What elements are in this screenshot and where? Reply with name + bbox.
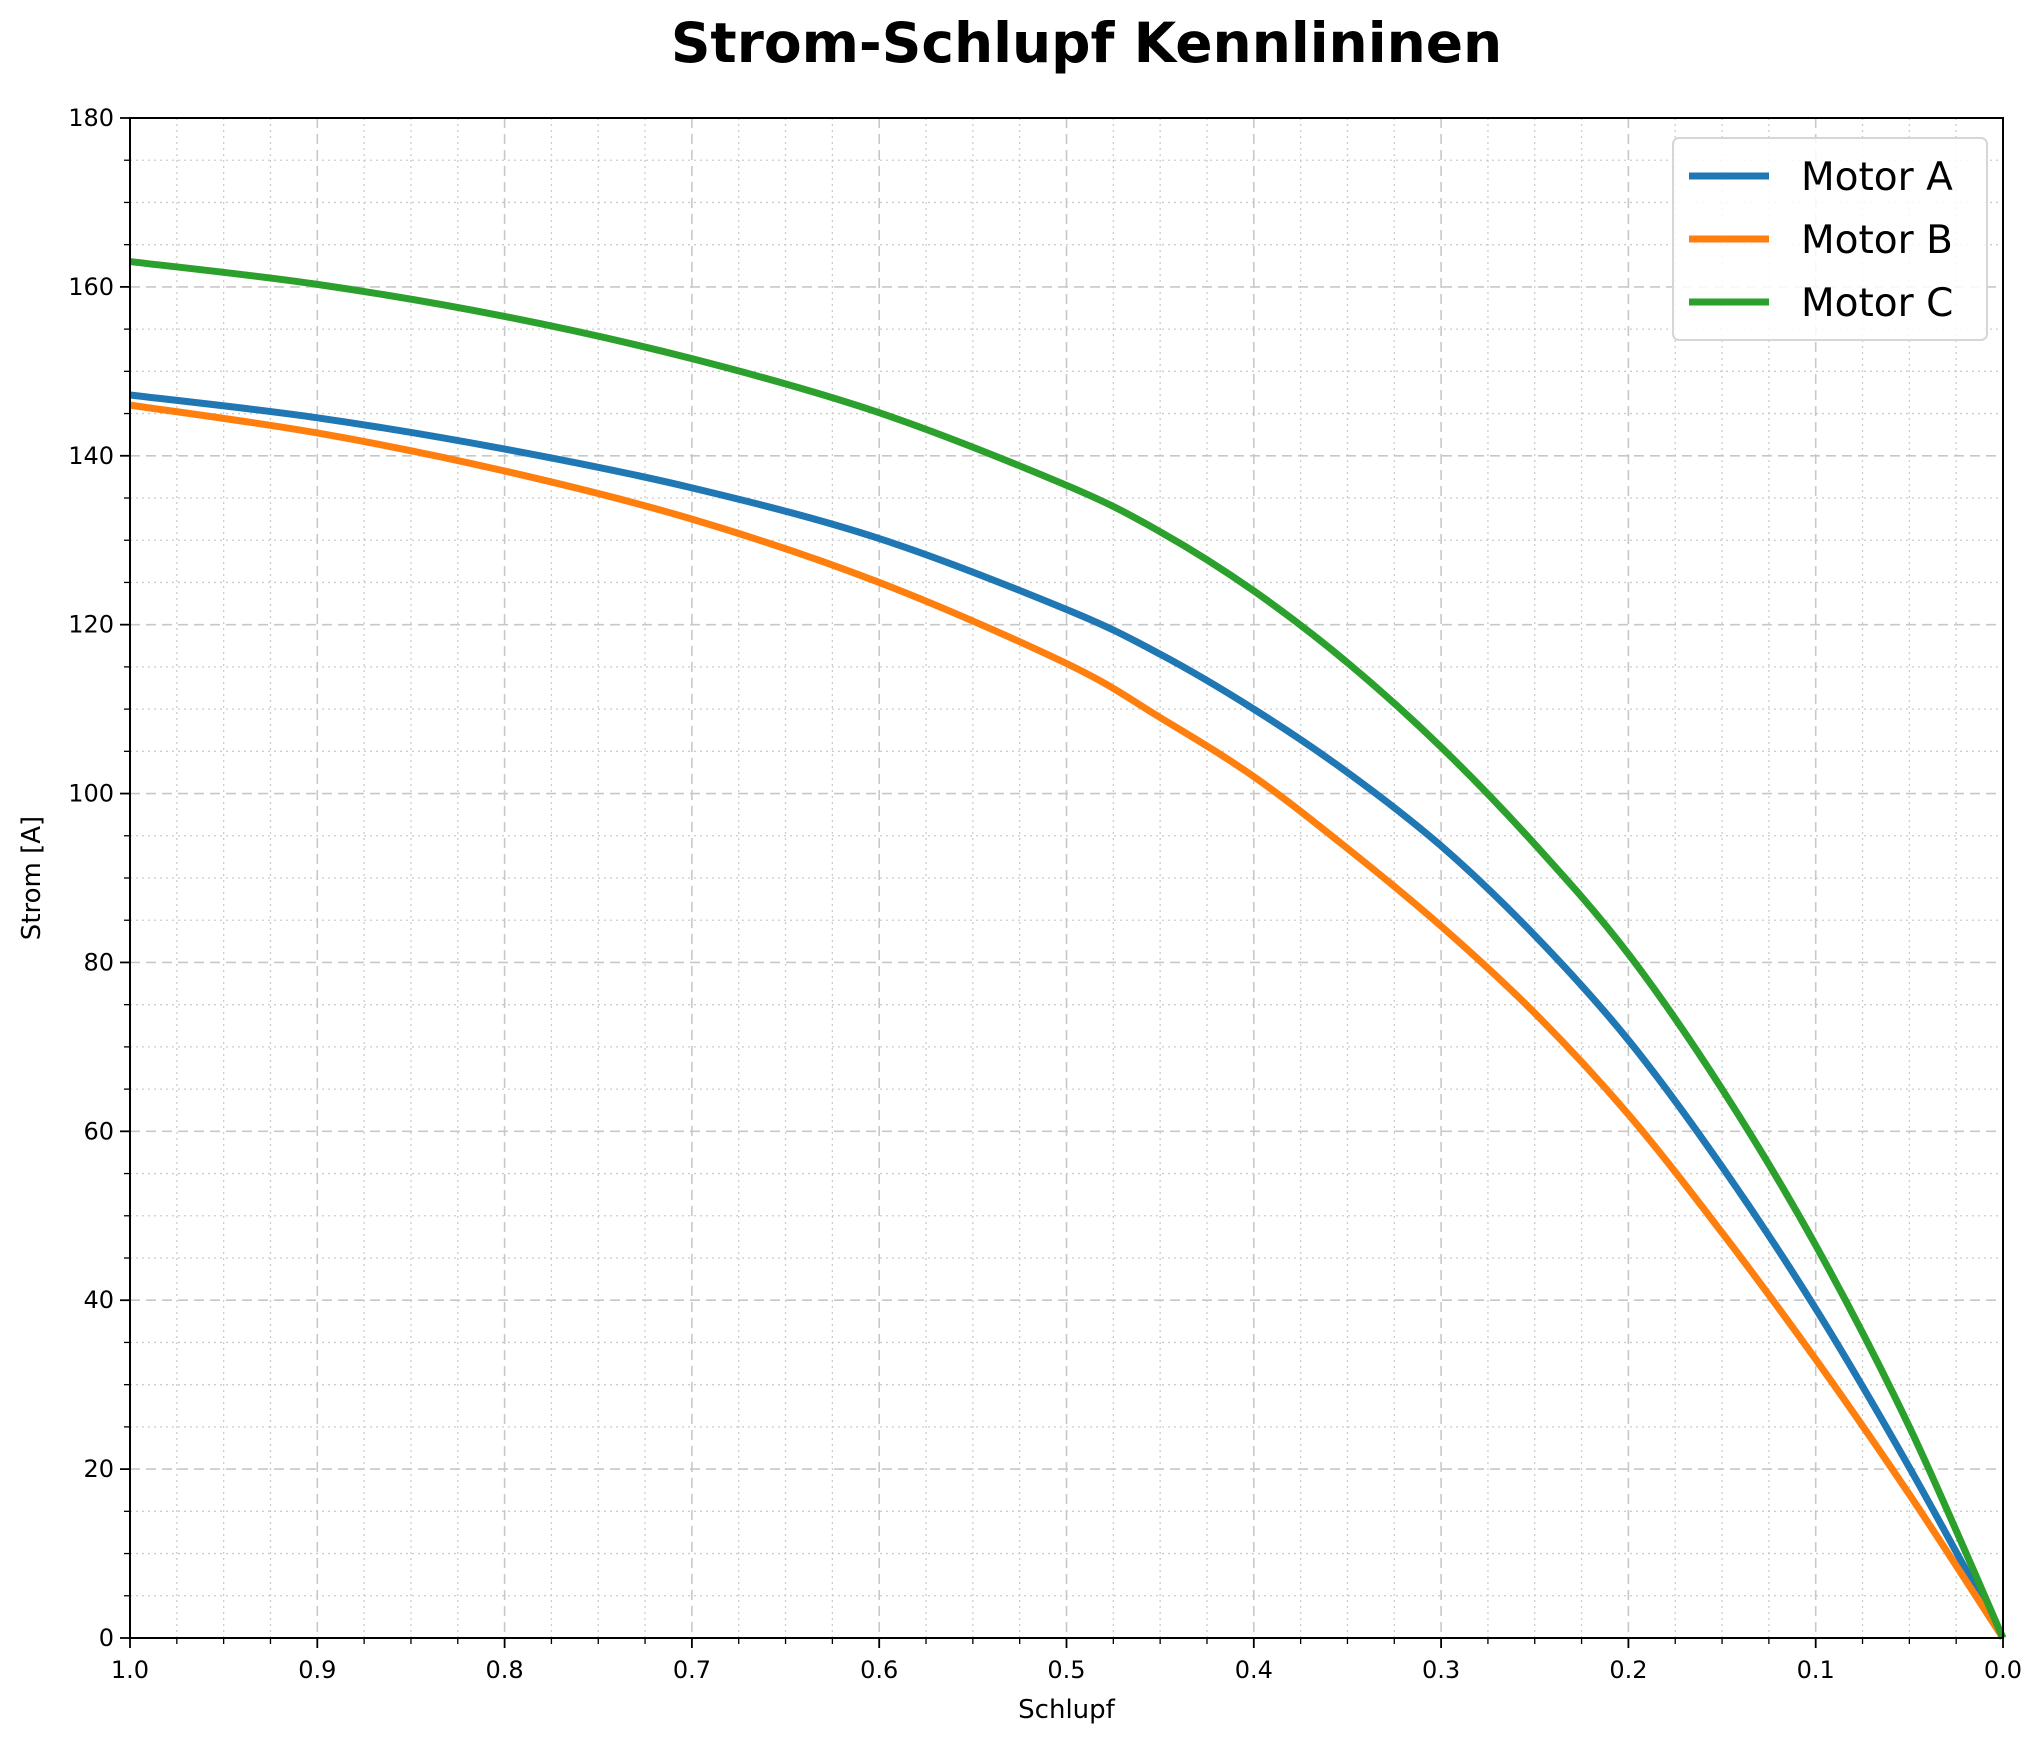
x-tick-label: 0.7 <box>673 1656 711 1684</box>
x-axis-label: Schlupf <box>1018 1695 1115 1725</box>
legend: Motor A Motor B Motor C <box>1672 137 1988 341</box>
x-tick-label: 0.6 <box>860 1656 898 1684</box>
x-tick-label: 0.5 <box>1047 1656 1085 1684</box>
series-line-3 <box>129 258 2007 1640</box>
x-tick-label: 0.1 <box>1797 1656 1835 1684</box>
chart-title: Strom-Schlupf Kennlininen <box>671 11 1502 75</box>
plot-frame <box>129 117 2004 1639</box>
series-line-1 <box>129 391 2007 1640</box>
x-tick-label: 1.0 <box>111 1656 149 1684</box>
legend-label-1: Motor A <box>1801 155 1953 200</box>
series-line-2 <box>129 401 2006 1640</box>
legend-box <box>1672 137 1988 341</box>
y-tick-label: 120 <box>68 611 114 639</box>
y-tick-label: 40 <box>83 1286 114 1314</box>
y-tick-label: 0 <box>99 1624 114 1652</box>
y-tick-label: 60 <box>83 1117 114 1145</box>
x-tick-label: 0.3 <box>1422 1656 1460 1684</box>
y-tick-label: 20 <box>83 1455 114 1483</box>
x-tick-label: 0.0 <box>1984 1656 2022 1684</box>
x-tick-label: 0.2 <box>1609 1656 1647 1684</box>
y-tick-label: 160 <box>68 273 114 301</box>
x-tick-label: 0.9 <box>298 1656 336 1684</box>
y-tick-label: 140 <box>68 442 114 470</box>
y-axis-label: Strom [A] <box>17 816 47 940</box>
legend-label-3: Motor C <box>1801 281 1953 326</box>
legend-label-2: Motor B <box>1801 218 1953 263</box>
y-tick-label: 80 <box>83 948 114 976</box>
x-tick-label: 0.8 <box>486 1656 524 1684</box>
y-tick-label: 100 <box>68 780 114 808</box>
y-tick-label: 180 <box>68 104 114 132</box>
x-tick-label: 0.4 <box>1235 1656 1273 1684</box>
